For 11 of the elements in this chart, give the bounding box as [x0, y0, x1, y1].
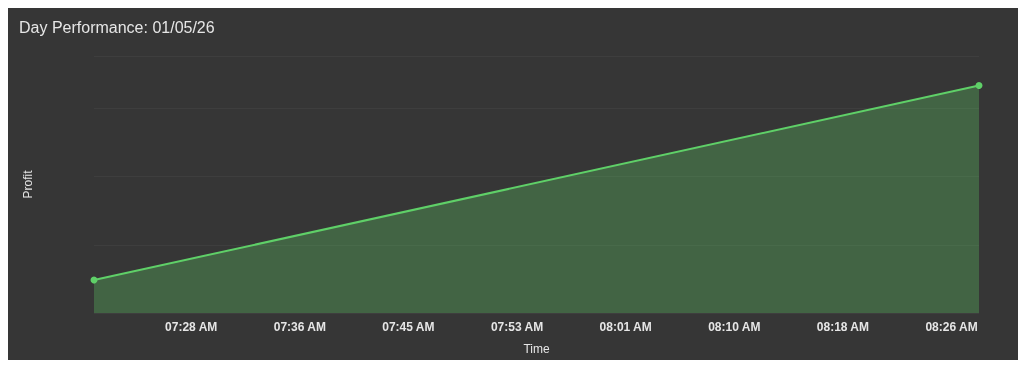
x-axis-title: Time — [523, 342, 550, 356]
x-tick-label: 08:01 AM — [599, 320, 652, 334]
x-tick-label: 07:45 AM — [382, 320, 435, 334]
x-tick-label: 08:26 AM — [925, 320, 978, 334]
x-tick-label: 07:36 AM — [273, 320, 326, 334]
x-tick-label: 07:28 AM — [165, 320, 218, 334]
x-tick-label: 08:18 AM — [816, 320, 870, 334]
y-axis-title: Profit — [21, 169, 35, 199]
x-tick-label: 07:53 AM — [490, 320, 544, 334]
x-tick-label: 08:10 AM — [708, 320, 761, 334]
chart-title: Day Performance: 01/05/26 — [19, 18, 215, 36]
